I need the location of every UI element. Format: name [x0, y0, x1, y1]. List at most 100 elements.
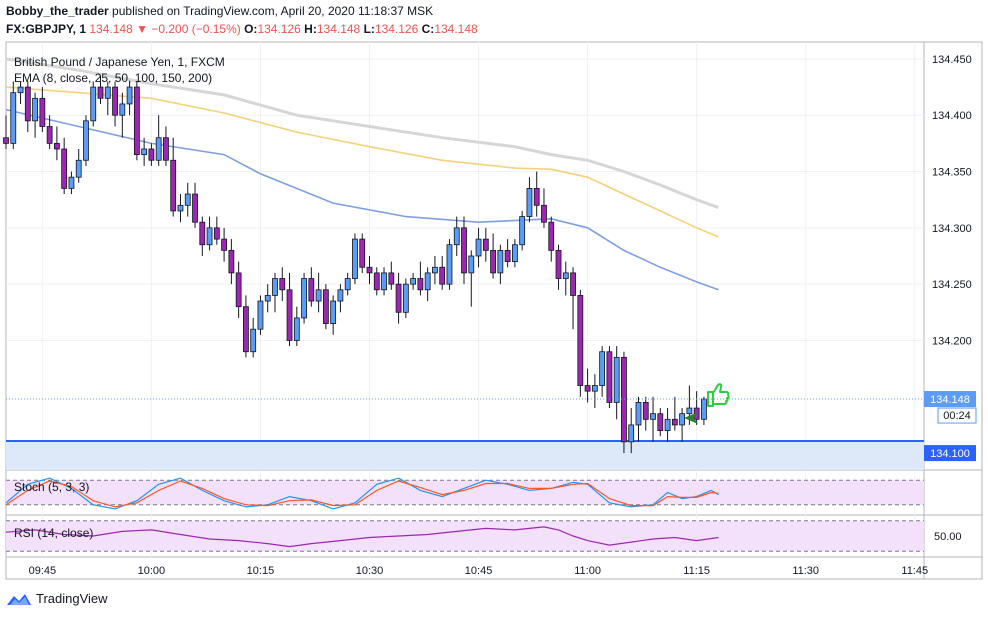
- open-key: O:: [244, 22, 258, 36]
- candle-body: [119, 103, 126, 116]
- candle: [642, 396, 649, 431]
- candle-body: [519, 216, 526, 246]
- candle: [504, 239, 511, 268]
- candle-body: [679, 413, 686, 426]
- rsi-pane: 50.00: [5, 520, 962, 552]
- last-price: 134.148: [89, 22, 133, 36]
- candle-body: [424, 272, 431, 291]
- candle: [577, 289, 584, 397]
- candle-body: [141, 148, 148, 156]
- candle: [352, 233, 358, 285]
- tradingview-logo-icon[interactable]: [6, 592, 32, 606]
- high-value: 134.148: [316, 22, 361, 36]
- candle: [541, 188, 547, 228]
- candle-body: [133, 86, 140, 156]
- candle: [257, 295, 264, 335]
- candle: [141, 137, 148, 166]
- candle-body: [410, 278, 417, 285]
- candle: [286, 272, 293, 347]
- candle: [410, 272, 417, 290]
- last-price-line: 134.148 00:24 134.100: [6, 391, 977, 462]
- candle: [243, 295, 249, 358]
- candle: [184, 182, 191, 217]
- candle: [293, 306, 300, 347]
- candle-body: [446, 244, 453, 285]
- candle: [301, 272, 307, 324]
- candle-body: [657, 413, 664, 431]
- candle-body: [526, 188, 533, 217]
- time-tick-label: 11:45: [901, 565, 928, 577]
- candle-body: [461, 227, 467, 274]
- candle-body: [577, 295, 584, 386]
- candle: [701, 396, 707, 425]
- candle: [388, 261, 395, 290]
- candle-body: [213, 227, 220, 240]
- candle: [671, 396, 678, 431]
- candle-body: [148, 148, 155, 161]
- countdown-text: 00:24: [943, 410, 971, 422]
- candle-body: [591, 385, 598, 392]
- footer-brand[interactable]: TradingView: [36, 591, 108, 606]
- candle-body: [562, 272, 569, 279]
- candle-body: [177, 204, 184, 212]
- candle-body: [417, 278, 424, 291]
- candle-body: [184, 193, 191, 206]
- price-tick-label: 134.450: [932, 54, 972, 66]
- candle: [555, 244, 562, 290]
- candle-body: [228, 249, 235, 274]
- candle: [650, 396, 656, 442]
- candle-body: [24, 86, 31, 122]
- candle-body: [17, 86, 24, 94]
- candle: [439, 256, 446, 290]
- candle: [446, 239, 453, 290]
- candle: [90, 81, 97, 127]
- price-axis[interactable]: 134.450 134.400 134.350 134.300 134.250 134.2…: [932, 54, 972, 348]
- candle-body: [635, 402, 642, 426]
- candle: [635, 396, 642, 442]
- candle: [337, 284, 344, 313]
- candle-body: [163, 137, 169, 161]
- symbol-label: FX:GBPJPY, 1: [6, 22, 87, 36]
- candle: [308, 267, 315, 307]
- candle-body: [373, 272, 380, 291]
- candle: [562, 261, 569, 296]
- candle-body: [61, 148, 68, 189]
- candle: [526, 177, 533, 223]
- low-value: 134.126: [374, 22, 419, 36]
- time-axis[interactable]: 09:45 10:00 10:15 10:30 10:45 11:00 11:15 11:30…: [29, 565, 929, 577]
- candle-body: [112, 86, 118, 116]
- open-value: 134.126: [257, 22, 301, 36]
- candle-body: [642, 402, 649, 420]
- author-name[interactable]: Bobby_the_trader: [6, 4, 109, 18]
- candle: [221, 227, 228, 262]
- candle: [591, 374, 598, 409]
- candle-body: [701, 398, 707, 420]
- candle: [657, 408, 664, 437]
- candle-body: [301, 278, 307, 319]
- candle-body: [221, 238, 228, 251]
- candle: [272, 272, 278, 313]
- price-change: −0.200 (−0.15%): [151, 22, 241, 36]
- candle: [599, 346, 606, 397]
- time-tick-label: 10:30: [356, 565, 384, 577]
- candle-body: [75, 159, 82, 178]
- candle: [97, 75, 104, 104]
- candle: [112, 81, 118, 127]
- publish-line: Bobby_the_trader published on TradingVie…: [6, 4, 433, 18]
- price-tick-label: 134.350: [932, 167, 972, 179]
- candle: [163, 126, 169, 166]
- candle: [373, 267, 380, 296]
- candle-body: [555, 249, 562, 279]
- candle: [155, 115, 162, 166]
- candle: [53, 126, 60, 161]
- candle-body: [490, 249, 496, 274]
- candle-body: [352, 238, 358, 279]
- candle: [3, 115, 9, 149]
- candle: [468, 250, 475, 307]
- stoch-k-line: [5, 477, 719, 510]
- candle-body: [402, 283, 409, 313]
- candle: [664, 408, 671, 442]
- candles: [3, 75, 707, 454]
- candle-body: [504, 249, 511, 263]
